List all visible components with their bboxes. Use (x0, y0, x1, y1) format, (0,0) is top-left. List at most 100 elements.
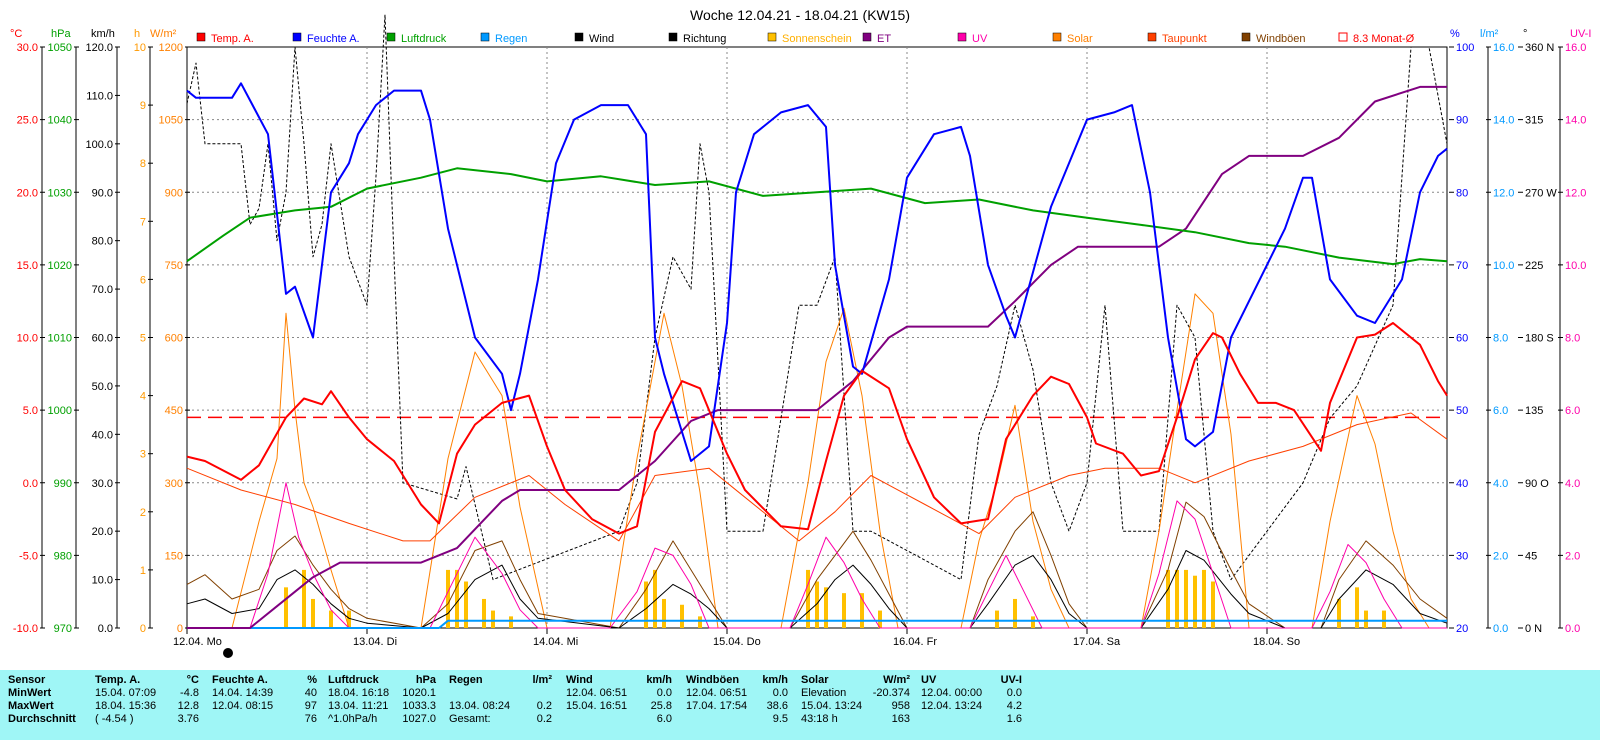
y-tick-label-rain: 14.0 (1493, 115, 1514, 127)
sunshine-bar (1175, 569, 1179, 628)
legend-label: 8.3 Monat-Ø (1353, 33, 1415, 45)
sunshine-bar (284, 587, 288, 628)
stats-value: 0.0 (772, 687, 788, 699)
y-tick-label-wind: 20.0 (92, 526, 113, 538)
stats-column-unit: l/m² (532, 674, 552, 686)
sunshine-bar (1193, 575, 1197, 628)
sunshine-bar (662, 598, 666, 628)
x-tick-label: 16.04. Fr (893, 636, 937, 648)
stats-value: 4.2 (1006, 700, 1022, 712)
y-tick-label-rain: 4.0 (1493, 478, 1508, 490)
series-line-regen (187, 619, 1447, 629)
legend-swatch (1052, 32, 1062, 42)
sunshine-bar (995, 610, 999, 628)
y-tick-label-dir: 45 (1525, 550, 1537, 562)
y-tick-label-wind: 80.0 (92, 236, 113, 248)
y-tick-label-solar: 150 (165, 550, 183, 562)
legend-label: Taupunkt (1162, 33, 1207, 45)
stats-row-label: MaxWert (8, 700, 54, 712)
y-tick-label-rain: 12.0 (1493, 187, 1514, 199)
legend-swatch (1241, 32, 1251, 42)
axis-headers: °C hPa km/h h W/m²% l/m² ° UV-I (10, 28, 1591, 40)
y-tick-label-rain: 8.0 (1493, 333, 1508, 345)
sunshine-bar (329, 610, 333, 628)
stats-value: 40 (304, 687, 317, 699)
sunshine-bar (1166, 569, 1170, 628)
y-tick-label-temp: 0.0 (23, 478, 38, 490)
y-tick-label-hum: 90 (1456, 115, 1468, 127)
y-tick-label-hum: 30 (1456, 550, 1468, 562)
legend-label: Wind (589, 33, 614, 45)
stats-value: 0.0 (656, 687, 672, 699)
stats-value: 958 (891, 700, 910, 712)
x-tick-label: 15.04. Do (713, 636, 761, 648)
y-tick-label-sun: 3 (140, 449, 146, 461)
x-tick-label: 12.04. Mo (173, 636, 222, 648)
legend-swatch (1147, 32, 1157, 42)
y-tick-label-wind: 90.0 (92, 187, 113, 199)
y-axis-unit-temp: °C (10, 28, 22, 40)
sunshine-bar (1211, 581, 1215, 628)
stats-value: 6.0 (656, 713, 672, 725)
y-tick-label-sun: 8 (140, 158, 146, 170)
y-tick-label-press: 1040 (48, 115, 72, 127)
y-tick-label-sun: 4 (140, 391, 146, 403)
stats-column-unit: km/h (762, 674, 788, 686)
stats-value: 38.6 (766, 700, 788, 712)
sunshine-bars (284, 569, 1386, 628)
y-tick-label-dir: 180 S (1525, 333, 1554, 345)
stats-timestamp: Gesamt: (449, 713, 491, 725)
y-tick-label-hum: 20 (1456, 623, 1468, 635)
y-tick-label-temp: 10.0 (17, 333, 38, 345)
legend-label: Luftdruck (401, 33, 447, 45)
y-tick-label-rain: 10.0 (1493, 260, 1514, 272)
series-line-richtung (186, 14, 1448, 581)
series-line-taupunkt (186, 412, 1448, 542)
stats-value: 0.0 (1006, 687, 1022, 699)
y-axis-unit-press: hPa (51, 28, 71, 40)
sunshine-bar (464, 581, 468, 628)
x-tick-label: 13.04. Di (353, 636, 397, 648)
y-tick-label-solar: 600 (165, 333, 183, 345)
y-tick-label-wind: 100.0 (85, 139, 113, 151)
series-line-luftdruck (186, 167, 1448, 266)
stats-timestamp: 14.04. 14:39 (212, 687, 274, 699)
y-tick-label-temp: 30.0 (17, 42, 38, 54)
legend-swatch (767, 32, 777, 42)
y-tick-label-uv: 6.0 (1565, 405, 1580, 417)
legend-swatch (574, 32, 584, 42)
stats-row-label: Sensor (8, 674, 46, 686)
legend-label: Windböen (1256, 33, 1306, 45)
legend-swatch (292, 32, 302, 42)
legend-swatch (196, 32, 206, 42)
y-tick-label-uv: 8.0 (1565, 333, 1580, 345)
y-tick-label-wind: 110.0 (86, 90, 113, 102)
y-tick-label-solar: 300 (165, 478, 183, 490)
stats-timestamp: 12.04. 08:15 (212, 700, 274, 712)
y-tick-label-temp: 20.0 (17, 187, 38, 199)
stats-value: 3.76 (177, 713, 199, 725)
sunshine-bar (482, 598, 486, 628)
stats-timestamp: ^1.0hPa/h (328, 713, 378, 725)
y-tick-label-wind: 0.0 (98, 623, 113, 635)
sunshine-bar (1013, 598, 1017, 628)
legend-swatch (668, 32, 678, 42)
y-tick-label-press: 980 (54, 550, 72, 562)
stats-value: -20.374 (872, 687, 910, 699)
y-tick-label-dir: 0 N (1525, 623, 1542, 635)
legend-swatch (862, 32, 872, 42)
x-axis: 12.04. Mo 13.04. Di 14.04. Mi 15.04. Do 16.0… (173, 628, 1300, 648)
stats-value: 76 (304, 713, 317, 725)
y-tick-label-press: 1020 (48, 260, 72, 272)
stats-value: 12.8 (177, 700, 199, 712)
stats-row-label: MinWert (8, 687, 52, 699)
stats-timestamp: 15.04. 13:24 (801, 700, 863, 712)
sunshine-bar (491, 610, 495, 628)
series-lines (186, 14, 1448, 629)
stats-column-title: UV (921, 674, 937, 686)
y-tick-label-temp: -5.0 (19, 550, 38, 562)
sunshine-bar (1337, 598, 1341, 628)
y-tick-label-temp: -10.0 (13, 623, 38, 635)
y-axes: 30.025.020.015.010.05.00.0-5.0-10.010501… (13, 42, 1587, 635)
y-tick-label-uv: 2.0 (1565, 550, 1580, 562)
